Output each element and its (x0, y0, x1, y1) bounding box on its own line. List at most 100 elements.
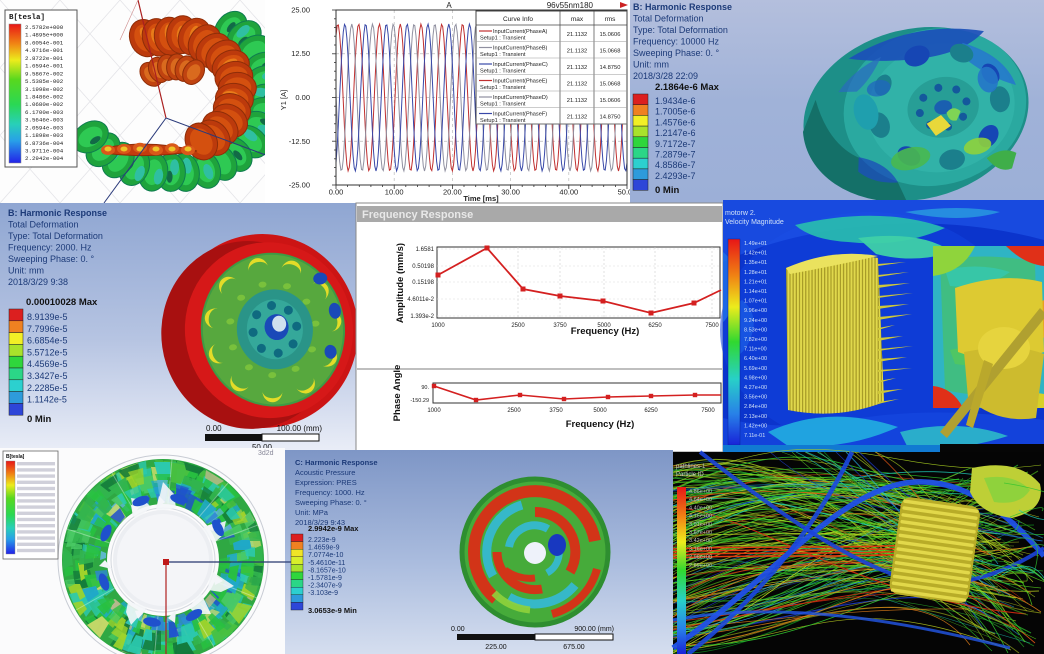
svg-text:0.50198: 0.50198 (412, 264, 434, 270)
svg-text:15.0668: 15.0668 (600, 82, 621, 88)
svg-text:2.223e-9: 2.223e-9 (308, 537, 336, 544)
svg-text:-1.5781e-9: -1.5781e-9 (308, 575, 342, 582)
svg-text:50.00: 50.00 (618, 188, 637, 197)
svg-text:7500: 7500 (701, 408, 715, 414)
svg-text:25.00: 25.00 (291, 6, 310, 15)
svg-text:InputCurrent(PhaseB): InputCurrent(PhaseB) (493, 46, 548, 52)
svg-text:50.00: 50.00 (252, 443, 273, 452)
svg-text:InputCurrent(PhaseA): InputCurrent(PhaseA) (493, 29, 548, 35)
svg-text:C: Harmonic Response: C: Harmonic Response (295, 458, 378, 467)
svg-text:20.00: 20.00 (443, 188, 462, 197)
svg-text:B[tesla]: B[tesla] (9, 14, 45, 22)
svg-text:3.9711e-004: 3.9711e-004 (25, 148, 64, 155)
svg-text:90.: 90. (421, 385, 429, 391)
svg-text:10.00: 10.00 (385, 188, 404, 197)
svg-text:3.5646e-003: 3.5646e-003 (25, 117, 64, 124)
svg-text:4.9716e-001: 4.9716e-001 (25, 47, 64, 54)
svg-text:-12.50: -12.50 (289, 137, 310, 146)
svg-text:Type: Total Deformation: Type: Total Deformation (8, 231, 103, 241)
svg-text:1.2147e-6: 1.2147e-6 (655, 128, 696, 138)
svg-text:12.50: 12.50 (291, 49, 310, 58)
svg-text:4.64e+00: 4.64e+00 (689, 497, 712, 503)
svg-text:1.4659e-9: 1.4659e-9 (308, 545, 340, 552)
svg-text:3.0653e-9 Min: 3.0653e-9 Min (308, 606, 357, 615)
svg-text:9.5867e-002: 9.5867e-002 (25, 70, 64, 77)
svg-text:1.4576e-6: 1.4576e-6 (655, 117, 696, 127)
svg-text:30.00: 30.00 (501, 188, 520, 197)
svg-text:0.00010028 Max: 0.00010028 Max (26, 297, 98, 308)
svg-text:8.53e+00: 8.53e+00 (744, 327, 767, 333)
svg-text:InputCurrent(PhaseE): InputCurrent(PhaseE) (493, 79, 548, 85)
svg-text:3750: 3750 (553, 323, 567, 329)
svg-text:4.40e+00: 4.40e+00 (689, 505, 712, 511)
svg-text:0.00: 0.00 (451, 626, 465, 633)
svg-text:6250: 6250 (644, 408, 658, 414)
svg-text:100.00 (mm): 100.00 (mm) (277, 424, 323, 433)
svg-text:6.6854e-5: 6.6854e-5 (27, 336, 68, 346)
svg-text:8.6054e-001: 8.6054e-001 (25, 39, 64, 46)
svg-text:Curve Info: Curve Info (503, 16, 533, 23)
svg-text:1.8486e-002: 1.8486e-002 (25, 94, 64, 101)
svg-text:8.9139e-5: 8.9139e-5 (27, 312, 68, 322)
svg-text:7500: 7500 (705, 323, 719, 329)
svg-text:40.00: 40.00 (559, 188, 578, 197)
svg-text:Setup1 : Transient: Setup1 : Transient (480, 36, 526, 42)
svg-text:Acoustic Pressure: Acoustic Pressure (295, 468, 355, 477)
svg-text:1.35e+01: 1.35e+01 (744, 260, 767, 266)
svg-text:Setup1 : Transient: Setup1 : Transient (480, 85, 526, 91)
svg-text:96v55nm180: 96v55nm180 (547, 1, 594, 10)
svg-text:3d2d: 3d2d (258, 450, 274, 457)
svg-text:Frequency (Hz): Frequency (Hz) (566, 419, 635, 430)
svg-text:Frequency Response: Frequency Response (362, 209, 473, 221)
svg-text:1.14e+01: 1.14e+01 (744, 289, 767, 295)
svg-text:0.00: 0.00 (295, 93, 310, 102)
svg-text:Velocity Magnitude: Velocity Magnitude (725, 219, 784, 226)
svg-text:6.8736e-004: 6.8736e-004 (25, 140, 64, 147)
svg-text:Expression: PRES: Expression: PRES (295, 478, 357, 487)
svg-text:5.5712e-5: 5.5712e-5 (27, 347, 68, 357)
svg-text:Setup1 : Transient: Setup1 : Transient (480, 118, 526, 124)
svg-text:6250: 6250 (648, 323, 662, 329)
svg-text:2018/3/28 22:09: 2018/3/28 22:09 (633, 71, 698, 81)
svg-text:21.1132: 21.1132 (567, 115, 588, 121)
svg-text:7.2879e-7: 7.2879e-7 (655, 150, 696, 160)
svg-text:rms: rms (605, 16, 617, 23)
svg-text:-8.1657e-10: -8.1657e-10 (308, 567, 346, 574)
svg-text:7.82e+00: 7.82e+00 (744, 337, 767, 343)
svg-text:15.0606: 15.0606 (600, 98, 621, 104)
svg-text:1.07e+01: 1.07e+01 (744, 299, 767, 305)
svg-text:-5.4610e-11: -5.4610e-11 (308, 560, 345, 567)
svg-text:Type: Total Deformation: Type: Total Deformation (633, 25, 728, 35)
svg-text:5.5385e-002: 5.5385e-002 (25, 78, 64, 85)
svg-text:2.13e+00: 2.13e+00 (744, 414, 767, 420)
svg-text:900.00 (mm): 900.00 (mm) (574, 626, 614, 633)
svg-text:Setup1 : Transient: Setup1 : Transient (480, 102, 526, 108)
svg-text:1.42e+00: 1.42e+00 (744, 423, 767, 429)
svg-text:4.4569e-5: 4.4569e-5 (27, 359, 68, 369)
svg-text:InputCurrent(PhaseD): InputCurrent(PhaseD) (493, 95, 548, 101)
svg-text:4.8586e-7: 4.8586e-7 (655, 160, 696, 170)
svg-text:B: Harmonic Response: B: Harmonic Response (633, 2, 732, 12)
svg-text:B: Harmonic Response: B: Harmonic Response (8, 208, 107, 218)
svg-text:Frequency: 10000 Hz: Frequency: 10000 Hz (633, 37, 720, 47)
svg-text:1.6594e-001: 1.6594e-001 (25, 63, 64, 70)
svg-text:2.8722e-001: 2.8722e-001 (25, 55, 64, 62)
svg-text:4.27e+00: 4.27e+00 (744, 385, 767, 391)
svg-text:2018/3/29 9:38: 2018/3/29 9:38 (8, 277, 68, 287)
svg-text:Amplitude (mm/s): Amplitude (mm/s) (395, 243, 406, 323)
svg-text:Unit: mm: Unit: mm (633, 60, 669, 70)
svg-text:2.4293e-7: 2.4293e-7 (655, 171, 696, 181)
svg-text:4.98e+00: 4.98e+00 (744, 375, 767, 381)
svg-text:3.42e+00: 3.42e+00 (689, 538, 712, 544)
svg-text:Frequency: 1000. Hz: Frequency: 1000. Hz (295, 488, 365, 497)
svg-text:21.1132: 21.1132 (567, 82, 588, 88)
svg-text:675.00: 675.00 (563, 644, 585, 651)
svg-text:0 Min: 0 Min (655, 185, 679, 196)
svg-text:Y1 [A]: Y1 [A] (279, 90, 288, 110)
svg-text:4.86e+00: 4.86e+00 (689, 489, 712, 495)
svg-text:3.91e+00: 3.91e+00 (689, 522, 712, 528)
svg-text:2.69e+00: 2.69e+00 (689, 563, 712, 569)
svg-text:Setup1 : Transient: Setup1 : Transient (480, 52, 526, 58)
svg-text:-150.29: -150.29 (410, 398, 429, 404)
svg-text:1.4895e+000: 1.4895e+000 (25, 32, 64, 39)
